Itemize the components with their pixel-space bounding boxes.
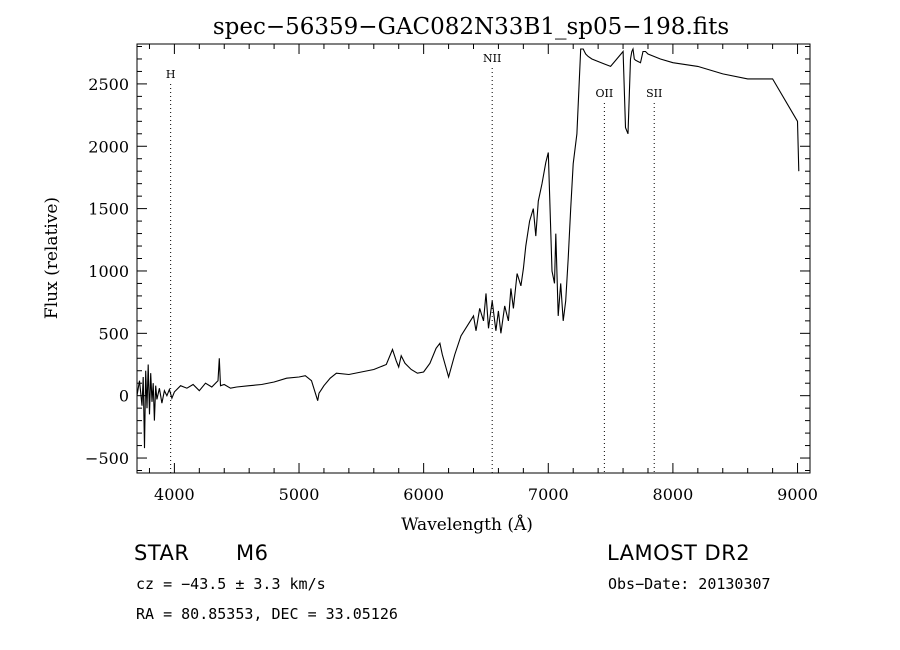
y-tick-label: 500 (98, 324, 129, 343)
observation-date: Obs−Date: 20130307 (608, 575, 771, 593)
y-tick-label: 1500 (88, 200, 129, 219)
x-axis-label: Wavelength (Å) (401, 514, 533, 535)
x-tick-label: 8000 (653, 485, 694, 504)
line-marker-label: OII (596, 87, 614, 100)
y-axis-label: Flux (relative) (42, 197, 62, 319)
star-class: STAR (134, 541, 190, 565)
spectrum-line (136, 47, 800, 449)
y-tick-label: −500 (85, 449, 129, 468)
plot-frame (136, 43, 811, 474)
redshift-velocity: cz = −43.5 ± 3.3 km/s (136, 575, 326, 593)
line-marker-label: H (166, 68, 176, 81)
line-marker-label: NII (483, 52, 501, 65)
x-tick-label: 7000 (528, 485, 569, 504)
x-tick-label: 4000 (154, 485, 195, 504)
x-tick-label: 9000 (777, 485, 818, 504)
y-tick-label: 1000 (88, 262, 129, 281)
axis-ticks: 4000 5000 6000 7000 8000 9000 −500 0 500 1000 1500… (85, 44, 818, 504)
coordinates: RA = 80.85353, DEC = 33.05126 (136, 605, 398, 623)
y-tick-label: 2500 (88, 75, 129, 94)
survey-name: LAMOST DR2 (607, 541, 751, 565)
line-markers: H NII OII SII (166, 52, 662, 473)
y-tick-label: 0 (119, 387, 129, 406)
spectral-subclass: M6 (236, 541, 269, 565)
y-tick-label: 2000 (88, 137, 129, 156)
x-tick-label: 6000 (403, 485, 444, 504)
line-marker-label: SII (646, 87, 662, 100)
chart-title: spec−56359−GAC082N33B1_sp05−198.fits (213, 14, 729, 40)
x-tick-label: 5000 (279, 485, 320, 504)
